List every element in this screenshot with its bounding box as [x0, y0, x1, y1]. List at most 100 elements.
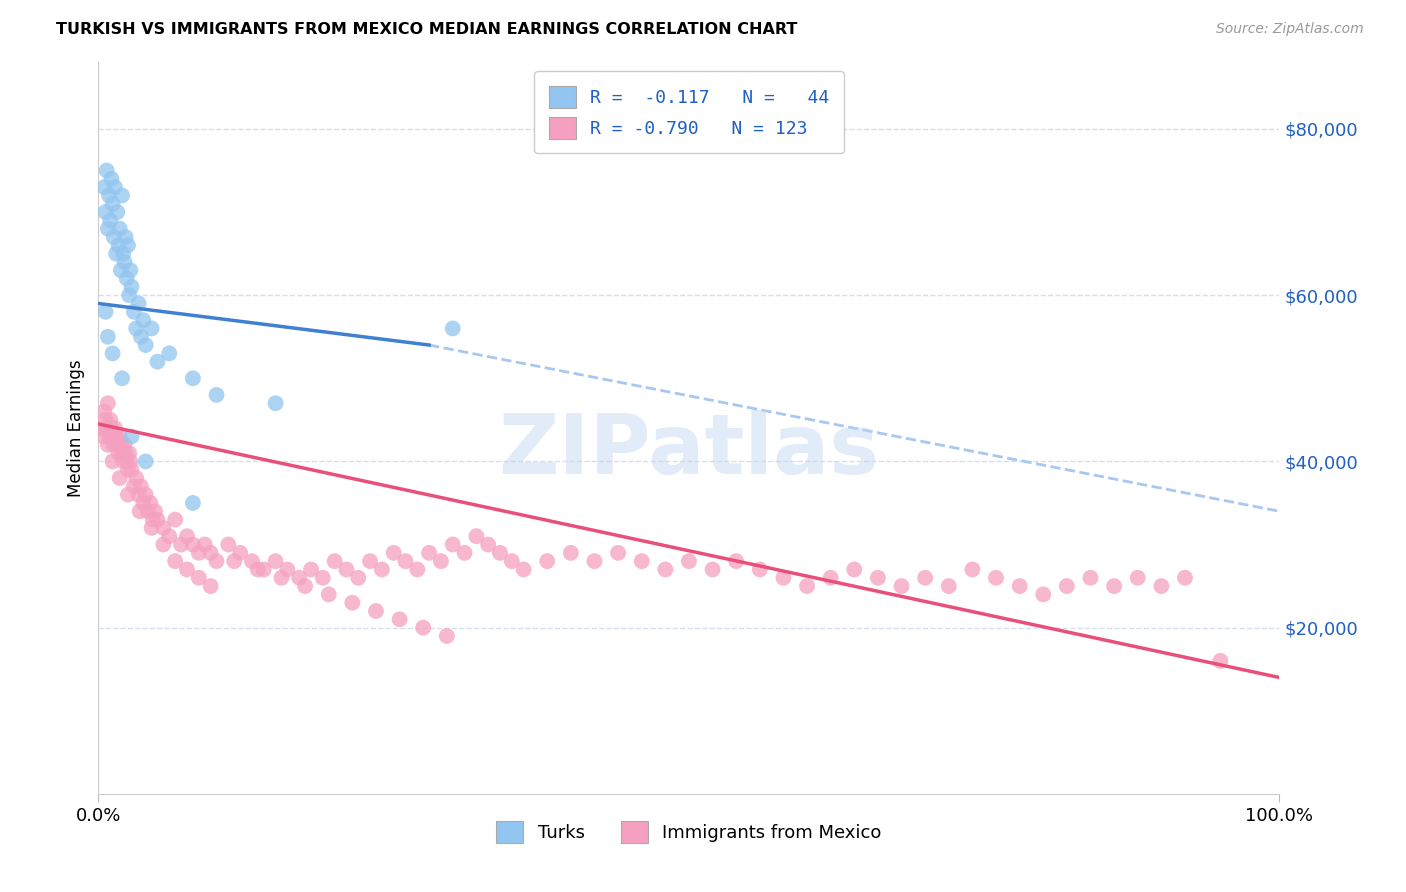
Point — [129, 330, 152, 344]
Point — [157, 529, 180, 543]
Point — [453, 546, 475, 560]
Point — [441, 321, 464, 335]
Point — [94, 205, 117, 219]
Point — [97, 221, 120, 235]
Point — [702, 562, 724, 576]
Point — [181, 371, 204, 385]
Point — [122, 305, 145, 319]
Point — [270, 571, 292, 585]
Point — [165, 554, 187, 568]
Point — [111, 446, 134, 460]
Point — [1150, 579, 1173, 593]
Point — [240, 554, 263, 568]
Point — [1056, 579, 1078, 593]
Point — [110, 263, 132, 277]
Point — [489, 546, 512, 560]
Text: ZIPatlas: ZIPatlas — [499, 409, 879, 491]
Text: Source: ZipAtlas.com: Source: ZipAtlas.com — [1216, 22, 1364, 37]
Point — [394, 554, 416, 568]
Point — [583, 554, 606, 568]
Point — [246, 562, 269, 576]
Point — [114, 446, 136, 460]
Point — [264, 554, 287, 568]
Point — [132, 496, 155, 510]
Point — [141, 521, 163, 535]
Point — [299, 562, 322, 576]
Point — [91, 429, 114, 443]
Point — [111, 188, 134, 202]
Point — [962, 562, 984, 576]
Point — [276, 562, 298, 576]
Point — [382, 546, 405, 560]
Point — [107, 446, 129, 460]
Point — [536, 554, 558, 568]
Point — [200, 579, 222, 593]
Point — [165, 512, 187, 526]
Point — [141, 321, 163, 335]
Point — [142, 512, 165, 526]
Point — [984, 571, 1007, 585]
Point — [121, 463, 143, 477]
Point — [187, 546, 209, 560]
Point — [412, 621, 434, 635]
Point — [125, 471, 148, 485]
Point — [122, 479, 145, 493]
Point — [1174, 571, 1197, 585]
Point — [318, 587, 340, 601]
Point — [176, 529, 198, 543]
Point — [170, 537, 193, 551]
Point — [128, 504, 150, 518]
Point — [1126, 571, 1149, 585]
Point — [229, 546, 252, 560]
Point — [152, 521, 174, 535]
Point — [890, 579, 912, 593]
Point — [108, 471, 131, 485]
Point — [93, 404, 115, 418]
Point — [176, 562, 198, 576]
Point — [120, 454, 142, 468]
Point — [121, 429, 143, 443]
Point — [844, 562, 866, 576]
Point — [120, 263, 142, 277]
Point — [100, 171, 122, 186]
Point — [200, 546, 222, 560]
Point — [136, 504, 159, 518]
Point — [796, 579, 818, 593]
Point — [93, 180, 115, 194]
Point — [371, 562, 394, 576]
Y-axis label: Median Earnings: Median Earnings — [66, 359, 84, 497]
Point — [94, 305, 117, 319]
Point — [91, 421, 114, 435]
Point — [1209, 654, 1232, 668]
Text: TURKISH VS IMMIGRANTS FROM MEXICO MEDIAN EARNINGS CORRELATION CHART: TURKISH VS IMMIGRANTS FROM MEXICO MEDIAN… — [56, 22, 797, 37]
Point — [181, 496, 204, 510]
Point — [128, 296, 150, 310]
Point — [105, 246, 128, 260]
Point — [430, 554, 453, 568]
Point — [104, 180, 127, 194]
Point — [118, 288, 141, 302]
Point — [121, 280, 143, 294]
Point — [820, 571, 842, 585]
Point — [205, 388, 228, 402]
Point — [97, 438, 120, 452]
Point — [135, 338, 157, 352]
Point — [678, 554, 700, 568]
Point — [107, 238, 129, 252]
Point — [748, 562, 770, 576]
Point — [117, 238, 139, 252]
Point — [108, 221, 131, 235]
Point — [501, 554, 523, 568]
Point — [1102, 579, 1125, 593]
Point — [157, 346, 180, 360]
Point — [101, 454, 124, 468]
Point — [938, 579, 960, 593]
Point — [406, 562, 429, 576]
Point — [418, 546, 440, 560]
Point — [772, 571, 794, 585]
Point — [112, 255, 135, 269]
Point — [112, 438, 135, 452]
Point — [388, 612, 411, 626]
Legend: Turks, Immigrants from Mexico: Turks, Immigrants from Mexico — [489, 814, 889, 851]
Point — [117, 463, 139, 477]
